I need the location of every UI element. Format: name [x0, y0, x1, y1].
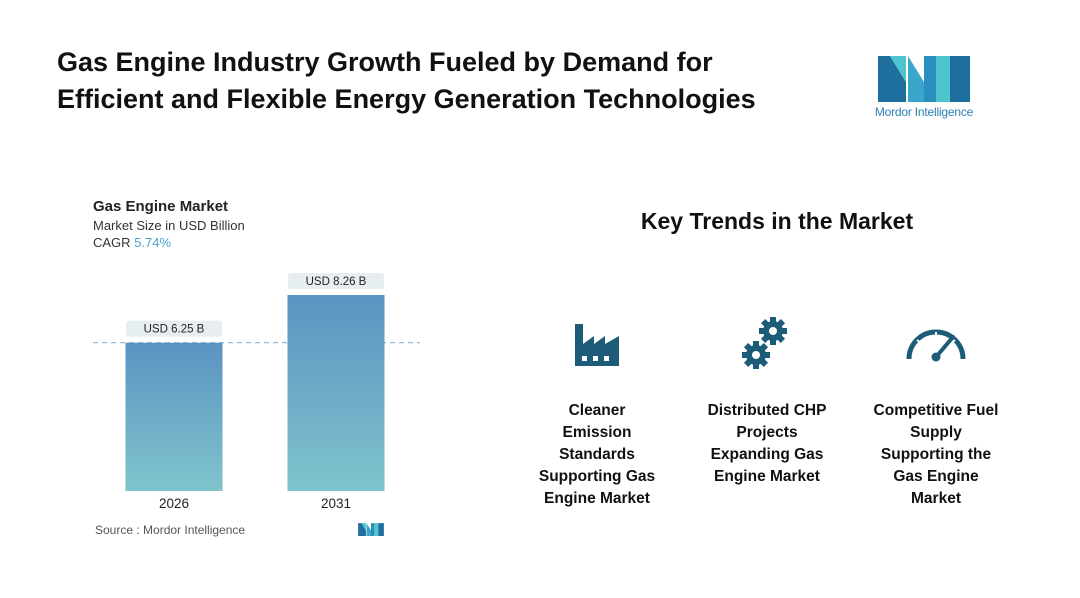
speedometer-icon — [906, 329, 966, 362]
cagr-label: CAGR — [93, 235, 131, 250]
mordor-intelligence-logo: Mordor Intelligence — [868, 52, 980, 122]
chart-header: Gas Engine Market Market Size in USD Bil… — [93, 197, 245, 251]
title-line-1: Gas Engine Industry Growth Fueled by Dem… — [57, 47, 713, 77]
data-label-bg — [126, 320, 222, 337]
cagr-value: 5.74% — [134, 235, 172, 250]
trend-item-emission: Cleaner Emission Standards Supporting Ga… — [522, 312, 672, 510]
title-line-2: Efficient and Flexible Energy Generation… — [57, 84, 756, 114]
chart-subtitle: Market Size in USD Billion — [93, 218, 245, 233]
trends-title: Key Trends in the Market — [640, 208, 914, 234]
trend-label: Cleaner Emission Standards Supporting Ga… — [538, 402, 656, 507]
x-tick-label: 2031 — [321, 496, 351, 511]
logo-text: Mordor Intelligence — [874, 105, 974, 119]
trend-item-fuel: Competitive Fuel Supply Supporting the G… — [861, 312, 1011, 510]
trend-item-chp: Distributed CHP Projects Expanding Gas E… — [692, 312, 842, 488]
data-label: USD 8.26 B — [306, 276, 367, 288]
chart-title: Gas Engine Market — [93, 198, 229, 215]
page-title: Gas Engine Industry Growth Fueled by Dem… — [57, 44, 817, 118]
trend-label: Distributed CHP Projects Expanding Gas E… — [707, 402, 827, 485]
x-tick-label: 2026 — [159, 496, 189, 511]
data-label: USD 6.25 B — [144, 324, 205, 336]
data-label-bg — [288, 273, 384, 289]
mini-logo-icon — [358, 523, 384, 536]
logo-mark-icon — [878, 56, 970, 102]
gears-icon — [742, 317, 787, 369]
trend-label: Competitive Fuel Supply Supporting the G… — [873, 402, 999, 507]
factory-icon — [575, 324, 619, 366]
bar-2026 — [125, 342, 223, 491]
chart-cagr: CAGR 5.74% — [93, 234, 245, 251]
source-note: Source : Mordor Intelligence — [95, 523, 246, 537]
bar-2031 — [287, 295, 385, 491]
